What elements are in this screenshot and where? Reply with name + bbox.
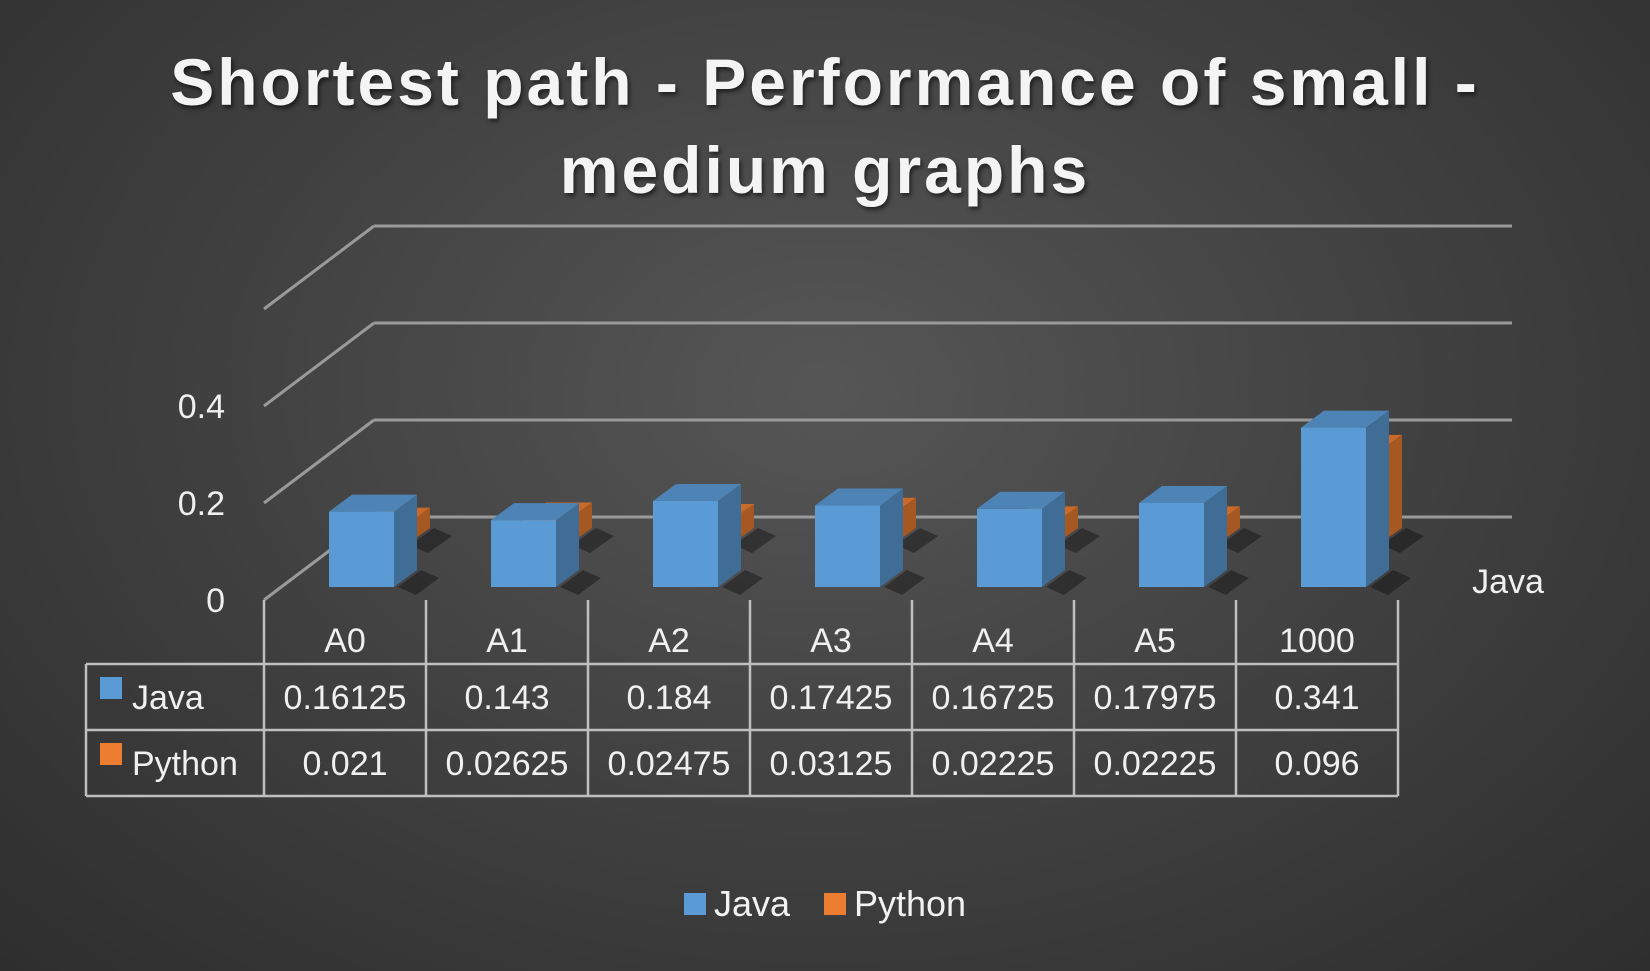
table-cell-value: 0.16725	[932, 679, 1055, 717]
chart-title: Shortest path - Performance of small - m…	[170, 45, 1480, 207]
table-series-name: Java	[132, 679, 204, 717]
table-cell-value: 0.16125	[284, 679, 407, 717]
legend-item: Python	[823, 883, 967, 925]
bar-java-shadow	[1046, 570, 1087, 595]
table-cell-value: 0.021	[302, 745, 387, 783]
x-tick-label: A4	[972, 622, 1014, 660]
table-legend-swatch	[100, 743, 122, 765]
bar-python-shadow	[1382, 528, 1424, 553]
table-cell-value: 0.02625	[446, 745, 569, 783]
table-cell-value: 0.17425	[770, 679, 893, 717]
table-cell-value: 0.096	[1274, 745, 1359, 783]
legend-label: Java	[713, 883, 790, 924]
bar-java-top	[1301, 410, 1389, 428]
bar-java-shadow	[884, 570, 925, 595]
bar-java-side	[880, 488, 903, 587]
bar-java	[815, 505, 880, 587]
table-cell-value: 0.341	[1274, 679, 1359, 717]
table-cell-value: 0.17975	[1094, 679, 1217, 717]
table-cell-value: 0.02225	[1094, 745, 1217, 783]
bar-java-top	[977, 491, 1065, 509]
x-tick-label: A1	[486, 622, 528, 660]
gridline-side	[263, 321, 375, 408]
x-tick-label: A0	[324, 622, 366, 660]
y-tick-label: 0.4	[178, 388, 225, 426]
bar-java-side	[1366, 410, 1389, 587]
bar-python-shadow	[734, 528, 776, 553]
x-tick-label: A3	[810, 622, 852, 660]
x-tick-label: 1000	[1279, 622, 1355, 660]
bar-python-shadow	[572, 528, 614, 553]
x-tick-label: A2	[648, 622, 690, 660]
bar-java-top	[1139, 485, 1227, 503]
bar-java	[1139, 502, 1204, 587]
bar-python-shadow	[896, 528, 938, 553]
bar-java-shadow	[560, 570, 601, 595]
bar-java	[653, 500, 718, 587]
table-cell-value: 0.02475	[608, 745, 731, 783]
y-tick-label: 0	[206, 582, 225, 620]
bar-java	[329, 511, 394, 587]
legend-label: Python	[853, 883, 967, 924]
bar-java-side	[1042, 491, 1065, 587]
bar-java-top	[815, 488, 903, 506]
bar-java	[491, 520, 556, 587]
bar-java-side	[394, 494, 417, 587]
bar-java-shadow	[398, 570, 439, 595]
bar-java-top	[329, 494, 417, 512]
y-tick-label: 0.2	[178, 485, 225, 523]
bar-python-shadow	[1058, 528, 1100, 553]
bar-java-side	[718, 483, 741, 587]
table-cell-value: 0.143	[464, 679, 549, 717]
bar-java	[1301, 427, 1366, 587]
bar-java-top	[653, 483, 741, 501]
table-series-name: Python	[132, 745, 238, 783]
table-legend-swatch	[100, 677, 122, 699]
table-cell-value: 0.03125	[770, 745, 893, 783]
bar-python-shadow	[410, 528, 452, 553]
bar-java-top	[491, 503, 579, 521]
table-cell-value: 0.02225	[932, 745, 1055, 783]
bar-java	[977, 508, 1042, 587]
legend-item: Java	[683, 883, 790, 925]
legend-swatch	[823, 893, 846, 915]
bar-python-shadow	[1220, 528, 1262, 553]
bar-java-side	[1204, 485, 1227, 587]
bar-java-side	[556, 503, 579, 587]
bar-java-shadow	[1370, 570, 1411, 595]
depth-axis-label: Java	[1472, 563, 1544, 601]
x-tick-label: A5	[1134, 622, 1176, 660]
table-cell-value: 0.184	[626, 679, 711, 717]
gridline-side	[263, 224, 375, 311]
bar-java-shadow	[1208, 570, 1249, 595]
gridline-side	[263, 418, 375, 505]
legend-swatch	[683, 893, 706, 915]
legend: Java Python	[0, 883, 1650, 925]
bar-java-shadow	[722, 570, 763, 595]
